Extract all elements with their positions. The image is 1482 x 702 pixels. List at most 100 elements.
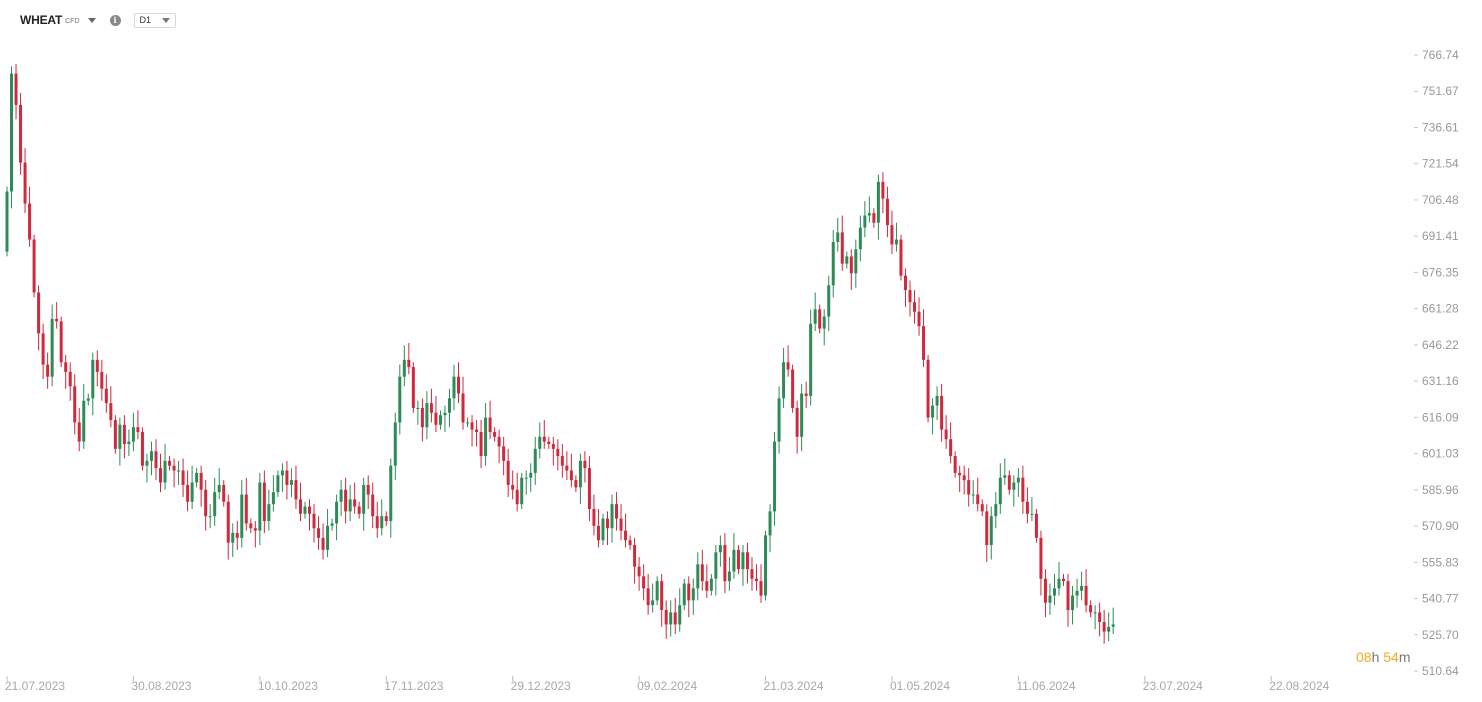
candle-body (646, 588, 650, 606)
candle-body (384, 516, 388, 522)
candle-body (77, 422, 81, 442)
candle-body (673, 612, 677, 625)
y-tick-label: 525.70 (1422, 628, 1459, 642)
candle-body (998, 477, 1002, 505)
candle-body (601, 518, 605, 541)
candle-body (511, 484, 515, 490)
candle-body (836, 232, 840, 242)
candle-body (280, 470, 284, 476)
candle-body (1098, 612, 1102, 623)
x-tick-label: 23.07.2024 (1143, 679, 1203, 693)
candle-body (764, 535, 768, 596)
candle-body (1021, 477, 1025, 502)
candle-body (1075, 590, 1079, 596)
candle-body (718, 545, 722, 553)
candle-body (398, 376, 402, 423)
candle-body (104, 388, 108, 404)
candle-body (890, 225, 894, 245)
candle-body (420, 407, 424, 428)
candle-body (276, 475, 280, 493)
candle-body (524, 477, 528, 479)
candle-body (407, 359, 411, 368)
info-icon[interactable]: i (109, 14, 121, 26)
candle-body (357, 506, 361, 514)
candle-body (68, 371, 72, 387)
candle-body (727, 571, 731, 582)
y-tick-label: 510.64 (1422, 664, 1459, 678)
candle-body (1003, 475, 1007, 478)
candle-body (705, 581, 709, 591)
candle-body (267, 504, 271, 522)
candle-body (931, 405, 935, 418)
timeframe-select[interactable]: D1 (133, 12, 176, 28)
candle-body (809, 323, 813, 396)
candle-body (583, 460, 587, 469)
candle-body (484, 417, 488, 457)
symbol-dropdown-icon[interactable] (87, 17, 96, 23)
candle-body (493, 432, 497, 437)
candle-body (411, 367, 415, 408)
candle-body (1062, 578, 1066, 582)
candle-body (818, 309, 822, 329)
candle-body (1084, 585, 1088, 606)
candle-body (782, 362, 786, 399)
candle-body (660, 581, 664, 611)
candle-body (177, 470, 181, 472)
candle-body (578, 460, 582, 488)
candle-body (136, 427, 140, 433)
candle-body (127, 441, 131, 445)
symbol-name[interactable]: WHEAT (20, 13, 63, 27)
candle-body (691, 588, 695, 601)
candle-body (867, 213, 871, 216)
candle-body (655, 581, 659, 601)
candle-body (344, 489, 348, 512)
candle-body (1102, 622, 1106, 632)
candle-body (308, 506, 312, 514)
candle-body (876, 181, 880, 223)
candle-body (709, 578, 713, 591)
candle-body (804, 393, 808, 396)
candle-body (917, 311, 921, 327)
candle-body (827, 285, 831, 317)
candle-body (1030, 513, 1034, 515)
candle-body (506, 460, 510, 485)
y-tick-label: 540.77 (1422, 592, 1459, 606)
countdown-hours-unit: h (1371, 649, 1380, 665)
candle-body (574, 480, 578, 488)
candle-body (858, 227, 862, 250)
candle-body (587, 468, 591, 509)
candle-body (633, 545, 637, 567)
candle-body (73, 386, 77, 423)
candle-body (872, 213, 876, 223)
candle-body (118, 424, 122, 449)
candle-body (335, 501, 339, 524)
candle-body (208, 516, 212, 518)
candle-body (750, 569, 754, 579)
candle-body (908, 290, 912, 303)
candle-body (1039, 537, 1043, 579)
candle-body (940, 395, 944, 430)
candle-body (1034, 513, 1038, 538)
y-tick-label: 751.67 (1422, 84, 1459, 98)
candle-body (475, 429, 479, 433)
candle-body (461, 393, 465, 423)
candle-body (773, 441, 777, 512)
candle-body (140, 432, 144, 466)
candle-body (438, 415, 442, 425)
candle-body (547, 441, 551, 445)
candle-body (14, 73, 18, 105)
countdown-hours: 08 (1356, 649, 1372, 665)
candle-body (186, 484, 190, 502)
candle-body (786, 362, 790, 370)
candle-body (651, 600, 655, 606)
candle-body (145, 460, 149, 466)
candle-body (380, 516, 384, 529)
candle-body (678, 605, 682, 625)
candle-body (1071, 595, 1075, 611)
candle-body (962, 475, 966, 481)
candle-body (502, 446, 506, 461)
candle-body (10, 73, 14, 192)
candle-body (791, 369, 795, 408)
candle-body (899, 239, 903, 276)
